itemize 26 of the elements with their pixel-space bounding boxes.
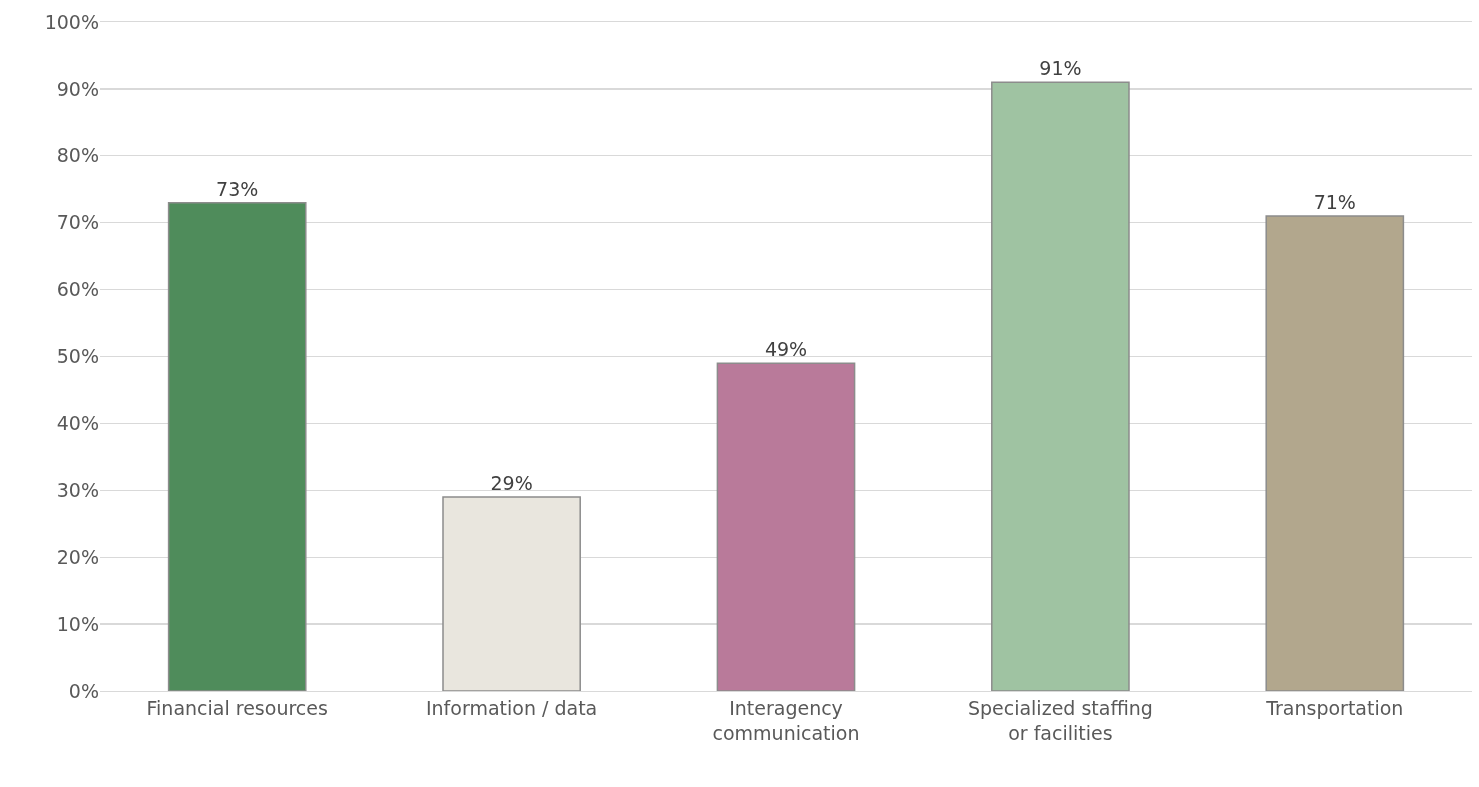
y-tick-label: 20% — [56, 545, 99, 568]
y-tick-label: 40% — [56, 412, 99, 435]
y-tick-label: 30% — [56, 478, 99, 501]
data-label: 29% — [490, 471, 533, 494]
bar — [716, 362, 856, 691]
y-tick-label: 10% — [56, 612, 99, 635]
y-tick-label: 0% — [68, 679, 99, 702]
y-tick-label: 90% — [56, 77, 99, 100]
data-label: 73% — [216, 177, 259, 200]
bar — [167, 201, 307, 691]
bar — [991, 81, 1130, 691]
y-tick-label: 70% — [56, 211, 99, 234]
x-tick-label: Financial resources — [146, 697, 328, 720]
y-tick-label: 80% — [56, 144, 99, 167]
x-tick-label: Information / data — [425, 697, 598, 720]
x-tick-label: Interagency communication — [712, 697, 860, 744]
y-tick-label: 50% — [56, 345, 99, 368]
x-tick-label: Transportation — [1265, 697, 1404, 720]
y-tick-label: 100% — [44, 10, 99, 33]
data-label: 91% — [1039, 57, 1082, 80]
x-tick-label: Specialized staffing or facilities — [967, 697, 1153, 744]
bar — [442, 496, 581, 691]
data-label: 71% — [1313, 191, 1356, 214]
bar — [1265, 215, 1405, 691]
data-label: 49% — [764, 338, 808, 361]
y-tick-label: 60% — [56, 278, 99, 301]
